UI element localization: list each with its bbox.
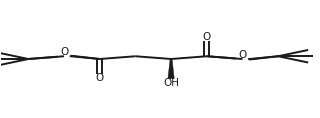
Text: O: O (60, 47, 68, 57)
Text: O: O (203, 32, 211, 42)
Polygon shape (168, 59, 174, 79)
Text: O: O (238, 50, 247, 60)
Text: O: O (96, 73, 104, 83)
Text: OH: OH (163, 78, 179, 88)
